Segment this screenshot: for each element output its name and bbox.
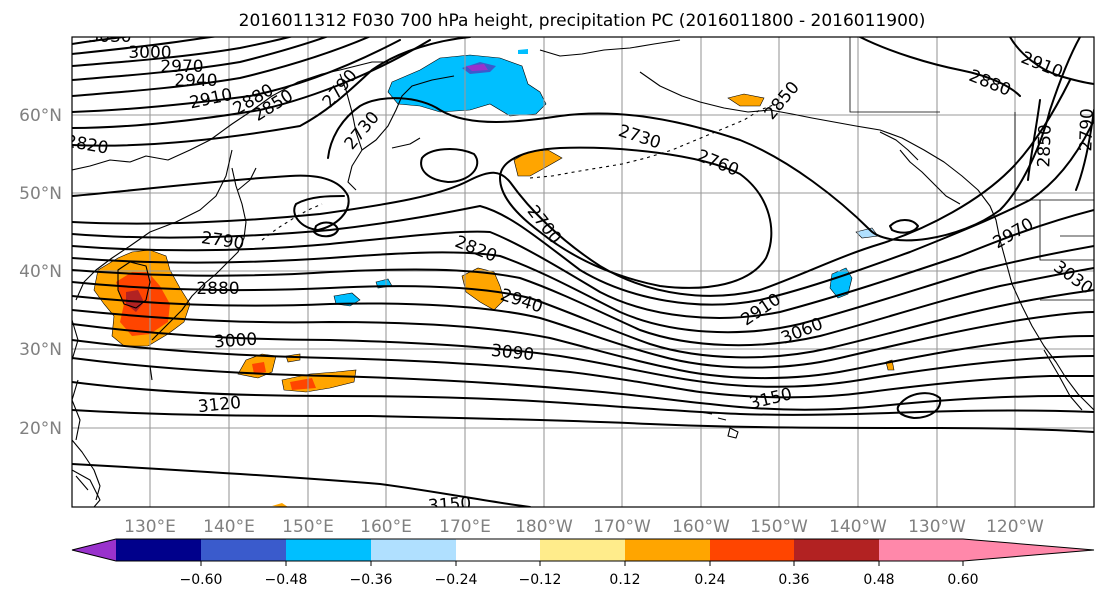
contour-label: 2700: [523, 202, 565, 248]
lon-label: 180°W: [515, 517, 573, 537]
colorbar-segment: [710, 539, 794, 561]
contour-label: 3000: [128, 43, 171, 63]
contour-label: 3120: [197, 393, 242, 417]
height-contours: [72, 37, 1094, 507]
lat-label: 40°N: [19, 262, 62, 282]
colorbar-segment: [116, 539, 201, 561]
colorbar-segment: [286, 539, 371, 561]
lon-label: 140°E: [203, 517, 255, 537]
colorbar-tick-label: −0.12: [519, 572, 562, 588]
lon-label: 160°E: [360, 517, 412, 537]
contour-label: 2850: [1034, 124, 1055, 168]
map-area: 3030 3000 2970 2940 2910 2880 2850 2820 …: [64, 27, 1097, 517]
lon-label: 160°W: [672, 517, 730, 537]
colorbar-extend-low: [72, 539, 116, 561]
colorbar-extend-high: [963, 539, 1094, 561]
contour-label: 2940: [498, 285, 545, 317]
contour-label: 2910: [1018, 48, 1066, 83]
contour-label: 2820: [452, 232, 500, 267]
colorbar-tick-label: 0.24: [694, 572, 725, 588]
longitude-labels: 130°E 140°E 150°E 160°E 170°E 180°W 170°…: [124, 517, 1044, 537]
latitude-labels: 60°N 50°N 40°N 30°N 20°N: [19, 106, 62, 439]
contour-label: 2790: [1076, 108, 1097, 152]
colorbar: −0.60 −0.48 −0.36 −0.24 −0.12 0.12 0.24 …: [71, 538, 1095, 588]
lon-label: 150°E: [282, 517, 334, 537]
contour-label: 3090: [490, 341, 535, 365]
colorbar-ticks: [200, 561, 964, 566]
colorbar-tick-label: 0.12: [609, 572, 640, 588]
colorbar-tick-label: −0.24: [435, 572, 478, 588]
colorbar-tick-label: −0.48: [265, 572, 308, 588]
lat-label: 60°N: [19, 106, 62, 126]
colorbar-tick-label: −0.60: [180, 572, 223, 588]
contour-label: 2820: [64, 131, 110, 158]
contour-label: 2970: [990, 214, 1037, 253]
contour-label: 2880: [196, 279, 239, 299]
contour-label: 2790: [319, 66, 362, 112]
colorbar-tick-label: 0.60: [947, 572, 978, 588]
lat-label: 20°N: [19, 419, 62, 439]
lon-label: 120°W: [986, 517, 1044, 537]
colorbar-tick-label: 0.36: [778, 572, 809, 588]
lon-label: 130°W: [908, 517, 966, 537]
colorbar-segment: [625, 539, 710, 561]
lat-label: 30°N: [19, 340, 62, 360]
lon-label: 140°W: [829, 517, 887, 537]
colorbar-segment: [456, 539, 540, 561]
lon-label: 130°E: [124, 517, 176, 537]
contour-label: 3060: [778, 314, 826, 349]
contour-label: 2970: [160, 57, 203, 77]
political-borders: [849, 37, 1094, 301]
contour-label: 2910: [738, 289, 785, 330]
colorbar-segment: [879, 539, 963, 561]
map-frame: [71, 36, 1095, 508]
lat-label: 50°N: [19, 184, 62, 204]
map-title: 2016011312 F030 700 hPa height, precipit…: [239, 11, 926, 31]
coastlines: [72, 39, 1094, 507]
colorbar-segment: [201, 539, 286, 561]
colorbar-segment: [794, 539, 879, 561]
lon-label: 170°E: [439, 517, 491, 537]
lon-label: 150°W: [750, 517, 808, 537]
colorbar-segment: [371, 539, 456, 561]
contour-label: 2940: [174, 71, 217, 91]
contour-label: 3030: [88, 27, 131, 47]
lon-label: 170°W: [593, 517, 651, 537]
colorbar-segment: [540, 539, 625, 561]
contour-label: 2880: [966, 66, 1014, 101]
contour-label: 2850: [761, 78, 804, 124]
contour-label: 3150: [427, 494, 472, 517]
colorbar-tick-label: −0.36: [350, 572, 393, 588]
contour-label: 3000: [213, 330, 258, 353]
colorbar-tick-label: 0.48: [863, 572, 894, 588]
